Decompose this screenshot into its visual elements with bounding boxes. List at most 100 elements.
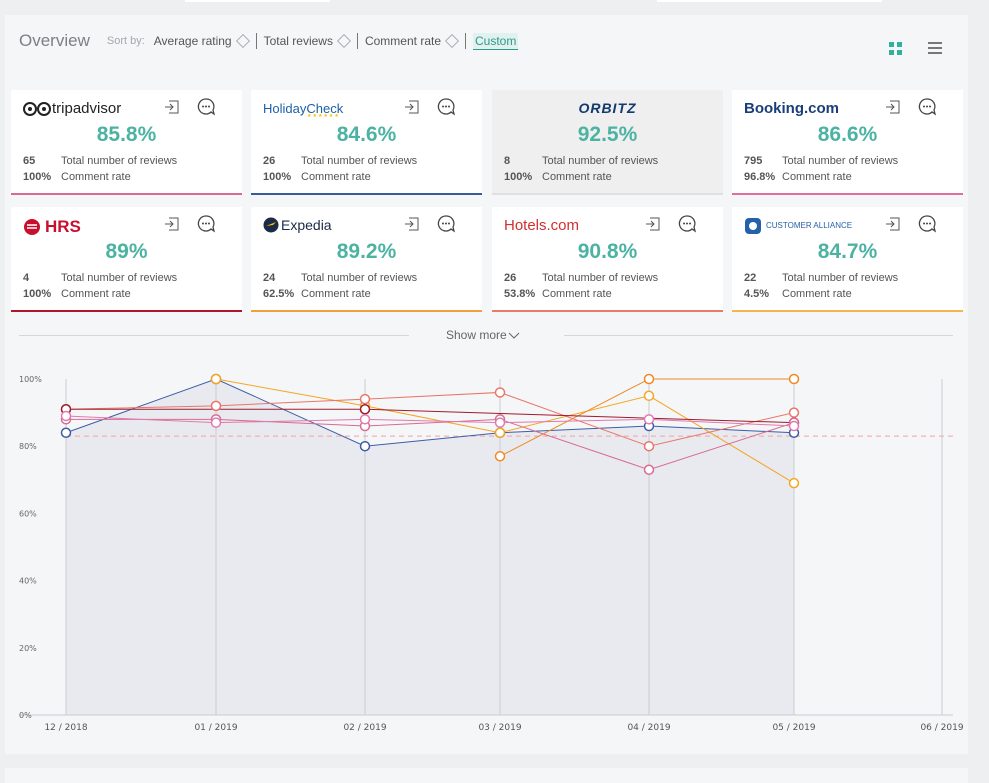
- channel-card-hotels[interactable]: Hotels.com 90.8% 26 Total number of revie…: [492, 207, 723, 312]
- total-reviews-stat: 65 Total number of reviews: [23, 155, 177, 167]
- data-point: [210, 400, 222, 412]
- holidaycheck-logo: HolidayCheck ★★★★★★: [263, 101, 344, 119]
- open-icon[interactable]: [404, 217, 420, 231]
- data-point: [60, 410, 72, 422]
- comment-icon[interactable]: [917, 97, 937, 117]
- total-reviews-stat: 26 Total number of reviews: [504, 272, 658, 284]
- y-tick-label: 80%: [19, 442, 37, 451]
- comment-rate-value: 53.8%: [504, 288, 536, 300]
- show-more-label[interactable]: Show more: [446, 328, 507, 342]
- total-reviews-stat: 26 Total number of reviews: [263, 155, 417, 167]
- data-point: [359, 403, 371, 415]
- overview-toolbar: Overview Sort by: Average rating Total r…: [19, 29, 519, 53]
- card-actions: [404, 214, 456, 234]
- card-actions: [404, 97, 456, 117]
- total-reviews-value: 22: [744, 272, 757, 284]
- tripadvisor-logo-icon: [23, 101, 51, 116]
- comment-rate-stat: 100% Comment rate: [23, 171, 131, 183]
- data-point: [643, 464, 655, 475]
- data-point: [788, 477, 800, 489]
- comment-rate-label: Comment rate: [542, 171, 612, 183]
- comment-icon[interactable]: [436, 214, 456, 234]
- open-icon[interactable]: [404, 100, 420, 114]
- sort-comment-rate-label[interactable]: Comment rate: [364, 34, 441, 48]
- page-title: Overview: [19, 31, 90, 50]
- show-more-button[interactable]: Show more: [446, 328, 521, 342]
- channel-card-customer-alliance[interactable]: CUSTOMER ALLIANCE 84.7% 22 Total number o…: [732, 207, 963, 312]
- data-point: [494, 451, 506, 462]
- series-line: [65, 391, 795, 447]
- comment-rate-stat: 100% Comment rate: [23, 288, 131, 300]
- total-reviews-value: 26: [263, 155, 276, 167]
- sort-diamond-icon: [336, 33, 352, 49]
- list-view-icon[interactable]: [928, 40, 942, 57]
- x-tick-label: 05 / 2019: [772, 723, 815, 733]
- series-line: [65, 378, 795, 447]
- overview-panel: Overview Sort by: Average rating Total r…: [5, 15, 968, 754]
- total-reviews-value: 24: [263, 272, 276, 284]
- total-reviews-label: Total number of reviews: [301, 272, 418, 284]
- chart-area-fill: [66, 379, 794, 715]
- comment-rate-value: 62.5%: [263, 288, 295, 300]
- total-reviews-value: 26: [504, 272, 517, 284]
- sort-custom[interactable]: Custom: [473, 32, 519, 50]
- open-icon[interactable]: [164, 100, 180, 114]
- average-rating: 84.6%: [336, 123, 397, 146]
- comment-rate-value: 4.5%: [744, 288, 770, 300]
- open-icon[interactable]: [164, 217, 180, 231]
- data-point: [643, 390, 655, 402]
- channel-card-expedia[interactable]: Expedia 89.2% 24 Total number of reviews …: [251, 207, 482, 312]
- total-reviews-value: 65: [23, 155, 36, 167]
- comment-rate-value: 96.8%: [744, 171, 776, 183]
- channel-card-booking[interactable]: Booking.com 86.6% 795 Total number of rev…: [732, 90, 963, 195]
- comment-rate-label: Comment rate: [782, 171, 852, 183]
- series-line: [65, 415, 795, 427]
- divider: [465, 33, 466, 49]
- rating-trend-chart: 100% 80% 60% 40% 20% 0% 12 / 2018 01 / 2019 02 /…: [19, 373, 964, 733]
- comment-rate-value: 100%: [504, 171, 533, 183]
- comment-icon[interactable]: [196, 97, 216, 117]
- comment-icon[interactable]: [917, 214, 937, 234]
- average-rating: 92.5%: [577, 123, 638, 146]
- comment-icon[interactable]: [677, 214, 697, 234]
- sort-comment-rate[interactable]: Comment rate: [364, 33, 463, 49]
- top-panel-stub: [185, 0, 330, 2]
- channel-card-hrs[interactable]: HRS 89% 4 Total number of reviews 100% Com…: [11, 207, 242, 312]
- booking-logo: Booking.com: [744, 100, 840, 117]
- hotels-logo: Hotels.com: [504, 217, 580, 234]
- card-actions: [885, 97, 937, 117]
- total-reviews-value: 4: [23, 272, 30, 284]
- y-tick-label: 60%: [19, 509, 37, 518]
- top-panel-stub: [657, 0, 882, 2]
- total-reviews-label: Total number of reviews: [61, 155, 178, 167]
- open-icon[interactable]: [885, 100, 901, 114]
- comment-rate-stat: 4.5% Comment rate: [744, 288, 852, 300]
- comment-rate-stat: 96.8% Comment rate: [744, 171, 852, 183]
- x-tick-label: 04 / 2019: [627, 723, 670, 733]
- comment-icon[interactable]: [196, 214, 216, 234]
- data-point: [788, 407, 800, 418]
- sort-diamond-icon: [235, 33, 250, 49]
- average-rating: 90.8%: [577, 240, 638, 263]
- channel-card-tripadvisor[interactable]: tripadvisor 85.8% 65 Total number of revi…: [11, 90, 242, 195]
- open-icon[interactable]: [885, 217, 901, 231]
- sort-total-reviews-label[interactable]: Total reviews: [263, 34, 333, 48]
- sort-total-reviews[interactable]: Total reviews: [263, 33, 355, 49]
- divider: [19, 335, 409, 336]
- total-reviews-stat: 795 Total number of reviews: [744, 155, 898, 167]
- data-point: [643, 440, 655, 452]
- channel-card-orbitz[interactable]: ORBITZ 92.5% 8 Total number of reviews 10…: [492, 90, 723, 195]
- divider: [564, 335, 953, 336]
- comment-rate-value: 100%: [23, 171, 52, 183]
- total-reviews-value: 8: [504, 155, 511, 167]
- channel-card-holidaycheck[interactable]: HolidayCheck ★★★★★★ 84.6% 26 Total number …: [251, 90, 482, 195]
- open-icon[interactable]: [645, 217, 661, 231]
- grid-view-icon[interactable]: [889, 41, 903, 56]
- comment-rate-label: Comment rate: [782, 288, 852, 300]
- total-reviews-stat: 22 Total number of reviews: [744, 272, 898, 284]
- total-reviews-label: Total number of reviews: [782, 155, 899, 167]
- show-more-row: Show more: [5, 324, 968, 348]
- sort-average-rating[interactable]: Average rating: [153, 33, 254, 49]
- sort-average-rating-label[interactable]: Average rating: [153, 34, 232, 48]
- comment-icon[interactable]: [436, 97, 456, 117]
